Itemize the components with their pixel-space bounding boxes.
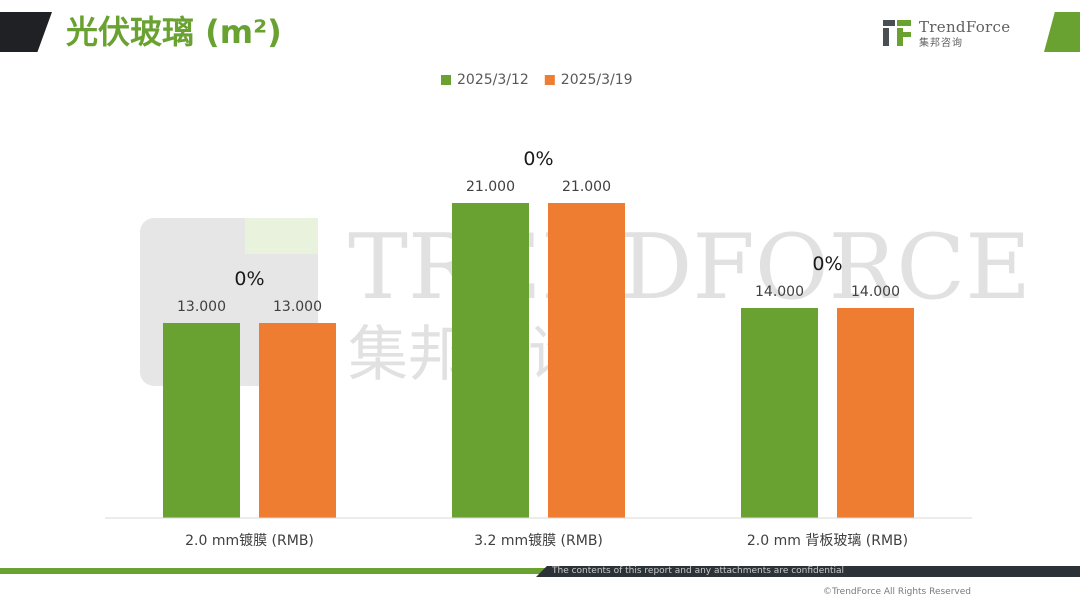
change-label-1: 0% bbox=[234, 268, 264, 290]
watermark-logo-accent bbox=[245, 218, 318, 254]
legend-swatch-1 bbox=[441, 75, 451, 85]
x-axis-ticks: 2.0 mm镀膜 (RMB) 3.2 mm镀膜 (RMB) 2.0 mm 背板玻璃 … bbox=[185, 532, 908, 549]
x-tick-label-1: 2.0 mm镀膜 (RMB) bbox=[185, 532, 314, 549]
corner-decoration-right bbox=[1044, 12, 1080, 52]
x-tick-label-2: 3.2 mm镀膜 (RMB) bbox=[474, 532, 603, 549]
data-label-1-3: 14.000 bbox=[755, 284, 804, 300]
data-label-2-1: 13.000 bbox=[273, 299, 322, 315]
chart-bars: 13.000 13.000 0% 21.000 21.000 0% 14.000 14.000… bbox=[163, 148, 914, 518]
chart-legend: 2025/3/12 2025/3/19 bbox=[441, 72, 633, 88]
footer-green-bar bbox=[0, 568, 1080, 574]
data-label-1-1: 13.000 bbox=[177, 299, 226, 315]
slide-title: 光伏玻璃 (m²) bbox=[66, 13, 282, 51]
bar-1-1 bbox=[163, 323, 240, 518]
data-label-1-2: 21.000 bbox=[466, 179, 515, 195]
data-label-2-2: 21.000 bbox=[562, 179, 611, 195]
trendforce-logo: TrendForce 集邦咨询 bbox=[883, 18, 1018, 50]
bar-1-2 bbox=[452, 203, 529, 518]
confidential-notice: The contents of this report and any atta… bbox=[552, 566, 845, 576]
corner-decoration-left bbox=[0, 12, 52, 52]
x-tick-label-3: 2.0 mm 背板玻璃 (RMB) bbox=[747, 532, 908, 549]
logo-subtitle: 集邦咨询 bbox=[919, 38, 963, 49]
data-label-2-3: 14.000 bbox=[851, 284, 900, 300]
logo-name: TrendForce bbox=[919, 18, 1011, 36]
bar-1-3 bbox=[741, 308, 818, 518]
legend-label-1: 2025/3/12 bbox=[457, 72, 529, 88]
change-label-2: 0% bbox=[523, 148, 553, 170]
bar-2-1 bbox=[259, 323, 336, 518]
copyright-text: ©TrendForce All Rights Reserved bbox=[823, 587, 971, 597]
bar-2-3 bbox=[837, 308, 914, 518]
legend-swatch-2 bbox=[544, 75, 555, 85]
footer-dark-bar bbox=[536, 566, 1080, 577]
legend-label-2: 2025/3/19 bbox=[561, 72, 633, 88]
watermark-name: TRENDFORCE bbox=[348, 215, 1031, 320]
bar-2-2 bbox=[548, 203, 625, 518]
change-label-3: 0% bbox=[812, 253, 842, 275]
trendforce-logo-icon bbox=[883, 20, 911, 46]
